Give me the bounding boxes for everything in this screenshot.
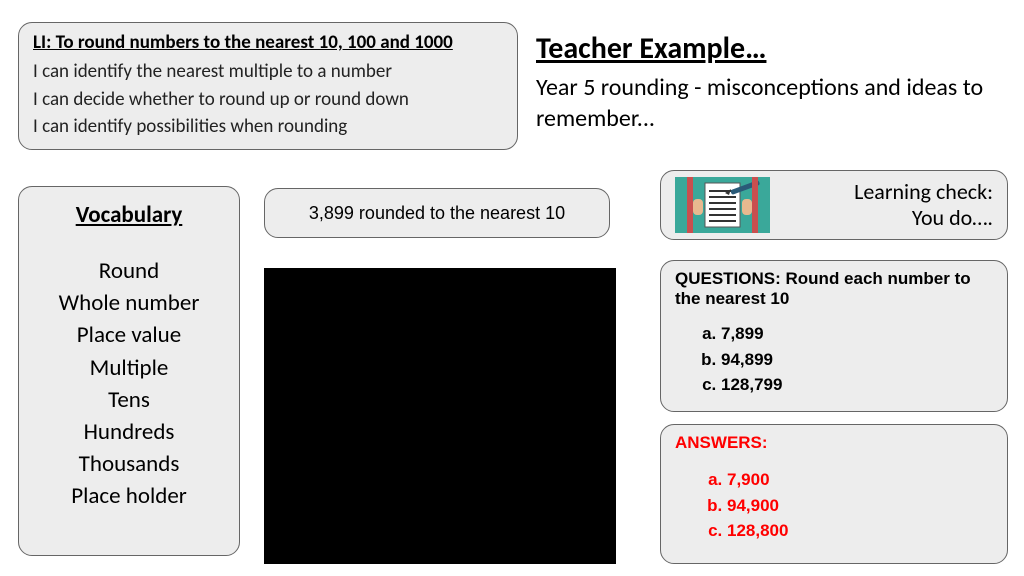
- learning-check-text: Learning check: You do….: [782, 179, 993, 232]
- questions-box: QUESTIONS: Round each number to the near…: [660, 260, 1008, 412]
- vocab-item: Thousands: [33, 448, 225, 480]
- vocab-item: Hundreds: [33, 416, 225, 448]
- answers-title: ANSWERS:: [675, 433, 993, 453]
- learning-check-box: Learning check: You do….: [660, 170, 1008, 240]
- answer-item: 94,900: [727, 493, 993, 519]
- question-item: 7,899: [721, 321, 993, 347]
- li-line: I can identify possibilities when roundi…: [33, 113, 503, 141]
- answers-box: ANSWERS: 7,900 94,900 128,800: [660, 424, 1008, 564]
- questions-title: QUESTIONS: Round each number to the near…: [675, 269, 993, 309]
- vocab-item: Place holder: [33, 480, 225, 512]
- vocab-item: Tens: [33, 384, 225, 416]
- clipboard-illustration-icon: [675, 177, 770, 233]
- question-item: 128,799: [721, 372, 993, 398]
- learning-check-line2: You do….: [912, 204, 993, 231]
- example-prompt-text: 3,899 rounded to the nearest 10: [309, 203, 565, 224]
- questions-list: 7,899 94,899 128,799: [675, 321, 993, 398]
- vocab-item: Whole number: [33, 287, 225, 319]
- learning-check-line1: Learning check:: [854, 178, 993, 205]
- example-prompt-box: 3,899 rounded to the nearest 10: [264, 188, 610, 238]
- teacher-example-subtitle: Year 5 rounding - misconceptions and ide…: [536, 72, 986, 134]
- work-area-placeholder: [264, 268, 616, 564]
- question-item: 94,899: [721, 347, 993, 373]
- li-title: LI: To round numbers to the nearest 10, …: [33, 31, 503, 54]
- vocabulary-box: Vocabulary Round Whole number Place valu…: [18, 186, 240, 556]
- vocab-item: Place value: [33, 319, 225, 351]
- answers-list: 7,900 94,900 128,800: [675, 467, 993, 544]
- vocab-item: Round: [33, 255, 225, 287]
- answer-item: 128,800: [727, 518, 993, 544]
- li-line: I can identify the nearest multiple to a…: [33, 58, 503, 86]
- learning-intention-box: LI: To round numbers to the nearest 10, …: [18, 22, 518, 150]
- li-line: I can decide whether to round up or roun…: [33, 86, 503, 114]
- teacher-example-title: Teacher Example…: [536, 30, 766, 67]
- vocabulary-title: Vocabulary: [33, 201, 225, 229]
- answer-item: 7,900: [727, 467, 993, 493]
- vocab-item: Multiple: [33, 352, 225, 384]
